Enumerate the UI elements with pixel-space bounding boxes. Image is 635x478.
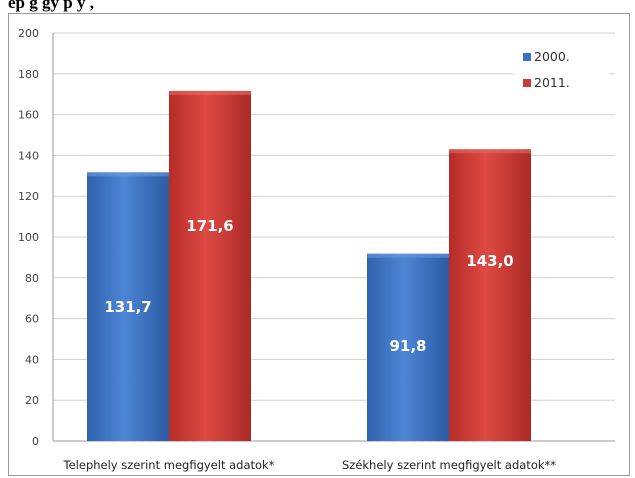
bar-cap [367, 253, 449, 258]
bar-2000-1 [367, 253, 449, 441]
chart-frame: 0 20 40 60 80 100 120 140 160 180 200 131,7 171,6 Te… [8, 13, 630, 476]
legend-entry: 2000. [534, 49, 570, 64]
data-label: 143,0 [466, 252, 513, 270]
y-tick-label: 20 [25, 394, 39, 407]
x-category-label: Székhely szerint megfigyelt adatok** [342, 458, 556, 472]
data-label: 131,7 [104, 298, 151, 316]
bar-cap [169, 90, 251, 95]
y-tick-label: 60 [25, 313, 39, 326]
y-tick-label: 180 [18, 68, 39, 81]
y-tick-label: 0 [32, 435, 39, 448]
y-tick-label: 120 [18, 190, 39, 203]
y-tick-label: 200 [18, 27, 39, 40]
bar-cap [449, 149, 531, 154]
y-tick-label: 40 [25, 353, 39, 366]
bar-cap [87, 172, 169, 177]
legend-entry: 2011. [534, 75, 570, 90]
legend-swatch [523, 79, 531, 87]
y-tick-label: 80 [25, 272, 39, 285]
page-caption: ép g gy p y , [8, 0, 94, 12]
bar-chart: 0 20 40 60 80 100 120 140 160 180 200 131,7 171,6 Te… [18, 27, 615, 472]
bar-2000-0 [87, 172, 169, 441]
y-tick-label: 100 [18, 231, 39, 244]
bar-2011-0 [169, 90, 251, 441]
bar-2011-1 [449, 149, 531, 441]
y-tick-label: 160 [18, 109, 39, 122]
data-label: 171,6 [186, 217, 233, 235]
x-category-label: Telephely szerint megfigyelt adatok* [63, 458, 275, 472]
legend-swatch [523, 53, 531, 61]
data-label: 91,8 [389, 337, 426, 355]
y-tick-label: 140 [18, 149, 39, 162]
